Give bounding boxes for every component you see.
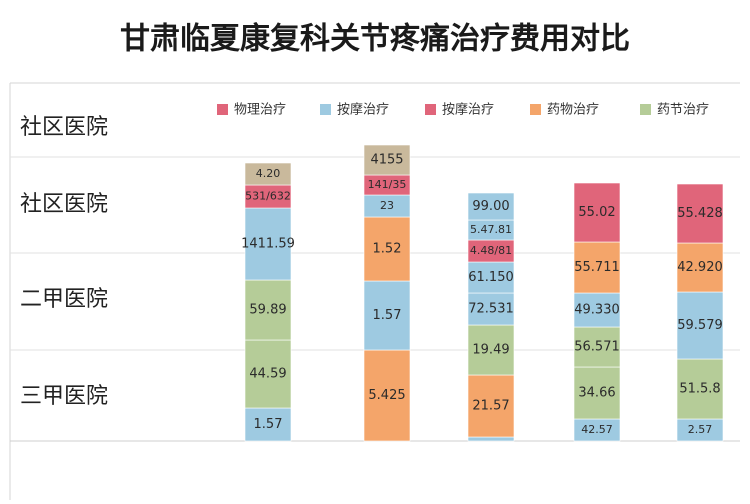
data-label: 1.57 xyxy=(373,308,402,323)
bar-segment xyxy=(676,183,724,244)
data-label: 4.20 xyxy=(256,167,281,180)
bar-segment xyxy=(676,358,724,420)
data-label: 141/35 xyxy=(368,178,407,191)
data-label: 5.425 xyxy=(368,388,405,403)
data-label: 42.920 xyxy=(677,260,723,275)
data-label: 1411.59 xyxy=(241,237,295,252)
chart-title: 甘肃临夏康复科关节疼痛治疗费用对比 xyxy=(120,22,630,57)
legend-swatch xyxy=(320,104,331,115)
bar-segment xyxy=(573,182,621,243)
row-label: 社区医院 xyxy=(20,192,108,217)
legend-swatch xyxy=(425,104,436,115)
data-label: 99.00 xyxy=(472,199,509,214)
bar-segment xyxy=(573,366,621,420)
bar-segment xyxy=(573,326,621,368)
bar-segment xyxy=(467,436,515,442)
bar-segment xyxy=(244,407,292,442)
data-label: 531/632 xyxy=(245,190,291,203)
legend-swatch xyxy=(640,104,651,115)
bar-segment xyxy=(467,192,515,221)
data-label: 23 xyxy=(380,199,394,212)
data-label: 21.57 xyxy=(472,399,509,414)
data-label: 34.66 xyxy=(578,386,615,401)
data-label: 56.571 xyxy=(574,340,620,355)
data-label: 4.48/81 xyxy=(470,244,512,257)
bar-segment xyxy=(244,339,292,409)
data-label: 1.52 xyxy=(373,242,402,257)
data-label: 4155 xyxy=(370,153,403,168)
bar-segment xyxy=(363,144,411,176)
data-label: 2.57 xyxy=(688,423,713,436)
row-label: 社区医院 xyxy=(20,115,108,140)
bar-segment xyxy=(467,374,515,438)
legend-label: 药物治疗 xyxy=(547,103,599,118)
legend-label: 按摩治疗 xyxy=(442,102,494,118)
legend-swatch xyxy=(217,104,228,115)
legend-label: 按摩治疗 xyxy=(337,102,389,118)
data-label: 51.5.8 xyxy=(679,382,720,397)
bar-segment xyxy=(573,292,621,328)
bar-segment xyxy=(467,324,515,376)
data-label: 55.428 xyxy=(677,206,723,221)
data-label: 55.02 xyxy=(578,205,615,220)
row-label: 三甲医院 xyxy=(20,384,108,409)
data-label: 72.531 xyxy=(468,302,514,317)
data-label: 5.47.81 xyxy=(470,223,512,236)
bar-segment xyxy=(244,162,292,186)
legend-label: 药节治疗 xyxy=(657,103,709,118)
data-label: 61.150 xyxy=(468,270,514,285)
row-label: 二甲医院 xyxy=(20,287,108,312)
data-label: 49.330 xyxy=(574,303,620,318)
legend-swatch xyxy=(530,104,541,115)
data-label: 59.89 xyxy=(249,303,286,318)
data-label: 42.57 xyxy=(581,423,613,436)
data-label: 44.59 xyxy=(249,367,286,382)
data-label: 55.711 xyxy=(574,260,620,275)
legend-label: 物理治疗 xyxy=(234,103,286,118)
bar-segment xyxy=(244,279,292,341)
data-label: 59.579 xyxy=(677,318,723,333)
bar-segment xyxy=(363,349,411,442)
data-label: 19.49 xyxy=(472,343,509,358)
bar-segment xyxy=(244,207,292,281)
data-label: 1.57 xyxy=(254,417,283,432)
bar-segment xyxy=(363,280,411,351)
